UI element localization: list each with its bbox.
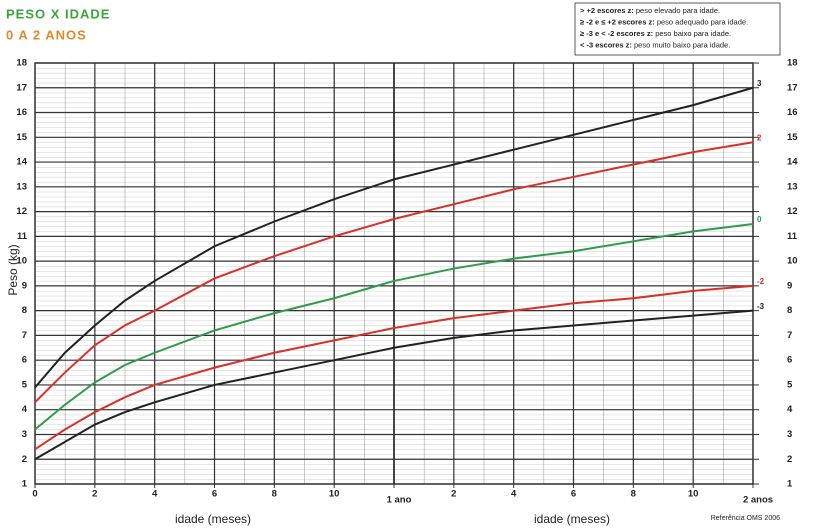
x-tick-label: 6 — [571, 489, 576, 500]
y-tick-label: 5 — [22, 379, 28, 390]
x-tick-label: 2 anos — [743, 495, 773, 506]
y-tick-label: 16 — [787, 107, 798, 118]
y-tick-label: 17 — [787, 82, 798, 93]
y-axis-label: Peso (kg) — [6, 244, 20, 295]
x-tick-label: 4 — [152, 489, 158, 500]
y-tick-label: 9 — [787, 280, 792, 291]
legend-term: ≥ -2 e ≤ +2 escores z: — [580, 17, 655, 26]
y-tick-label: 13 — [16, 181, 27, 192]
y-tick-label: 6 — [787, 355, 792, 366]
y-tick-label: 10 — [787, 256, 798, 267]
x-tick-label: 8 — [631, 489, 636, 500]
y-tick-label: 7 — [787, 330, 792, 341]
series-line — [34, 284, 754, 451]
y-tick-label: 2 — [22, 454, 27, 465]
y-tick-label: 11 — [787, 231, 798, 242]
series-label: -3 — [757, 302, 765, 311]
y-tick-label: 3 — [787, 429, 792, 440]
x-tick-label: 1 ano — [387, 495, 412, 506]
legend-desc: peso adequado para idade. — [655, 17, 748, 26]
y-tick-label: 4 — [22, 404, 28, 415]
x-tick-label: 10 — [329, 489, 340, 500]
y-tick-label: 12 — [787, 206, 798, 217]
x-tick-label: 2 — [92, 489, 97, 500]
legend-desc: peso baixo para idade. — [653, 29, 731, 38]
x-tick-label: 2 — [451, 489, 456, 500]
legend-desc: peso muito baixo para idade. — [632, 40, 730, 49]
y-tick-label: 10 — [16, 256, 27, 267]
legend-desc: peso elevado para idade. — [634, 6, 720, 15]
x-tick-label: 10 — [688, 489, 699, 500]
source: Referência OMS 2006 — [711, 515, 780, 522]
series-label: 0 — [757, 215, 762, 224]
legend-item: ≥ -2 e ≤ +2 escores z: peso adequado par… — [580, 17, 748, 26]
y-tick-label: 3 — [22, 429, 27, 440]
y-tick-label: 14 — [16, 157, 27, 168]
series-line — [34, 222, 754, 431]
legend-item: < -3 escores z: peso muito baixo para id… — [580, 40, 730, 49]
y-tick-label: 7 — [22, 330, 27, 341]
y-tick-label: 6 — [22, 355, 27, 366]
y-tick-label: 14 — [787, 157, 798, 168]
x-axis-label: idade (meses) — [534, 512, 610, 526]
legend-item: > +2 escores z: peso elevado para idade. — [580, 6, 720, 15]
x-tick-label: 6 — [212, 489, 217, 500]
plot-frame — [34, 62, 754, 485]
chart-title: PESO X IDADE — [6, 6, 110, 21]
y-tick-label: 1 — [22, 479, 28, 490]
x-axis-label: idade (meses) — [175, 512, 251, 526]
x-tick-label: 0 — [32, 489, 37, 500]
series-line — [34, 309, 754, 461]
chart-subtitle: 0 A 2 ANOS — [6, 27, 87, 42]
legend-item: ≥ -3 e < -2 escores z: peso baixo para i… — [580, 29, 731, 38]
y-tick-label: 5 — [787, 379, 793, 390]
y-tick-label: 15 — [787, 132, 798, 143]
series-label: -2 — [757, 277, 765, 286]
y-tick-label: 8 — [787, 305, 792, 316]
x-tick-label: 8 — [272, 489, 277, 500]
y-tick-label: 11 — [17, 231, 28, 242]
y-tick-label: 13 — [787, 181, 798, 192]
series-line — [34, 141, 754, 403]
series-label: 3 — [757, 79, 762, 88]
legend-box — [574, 2, 781, 56]
x-tick-label: 4 — [511, 489, 517, 500]
y-tick-label: 18 — [787, 58, 798, 69]
series-label: 2 — [757, 133, 762, 142]
y-tick-label: 8 — [22, 305, 27, 316]
y-tick-label: 15 — [16, 132, 27, 143]
y-tick-label: 4 — [787, 404, 793, 415]
y-tick-label: 12 — [16, 206, 27, 217]
y-tick-label: 9 — [22, 280, 27, 291]
series-line — [34, 86, 754, 389]
y-tick-label: 18 — [16, 58, 27, 69]
legend-term: ≥ -3 e < -2 escores z: — [580, 29, 653, 38]
y-tick-label: 2 — [787, 454, 792, 465]
y-tick-label: 17 — [16, 82, 27, 93]
y-tick-label: 1 — [787, 479, 793, 490]
legend-term: < -3 escores z: — [580, 40, 632, 49]
y-tick-label: 16 — [16, 107, 27, 118]
legend-term: > +2 escores z: — [580, 6, 634, 15]
